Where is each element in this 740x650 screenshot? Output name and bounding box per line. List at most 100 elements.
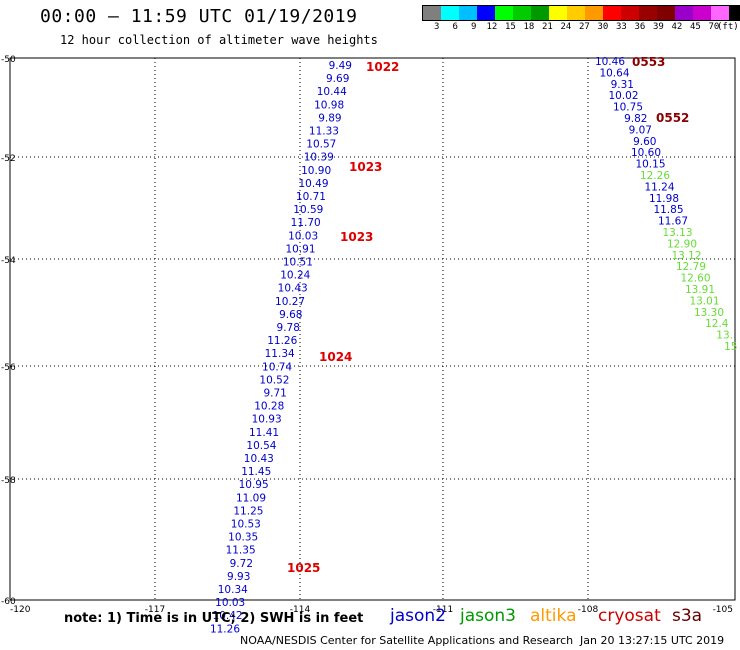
wave-height-value: 10.53 [231,519,261,531]
color-scale-label: 12 [486,22,498,32]
color-swatch [675,6,693,20]
wave-height-value: 13. [716,330,733,342]
wave-height-value: 9.93 [227,571,250,583]
pass-time-label: 0553 [632,55,665,69]
wave-height-value: 11.24 [644,181,674,193]
color-swatch [441,6,459,20]
wave-height-value: 9.69 [326,73,349,85]
wave-height-value: 10.42 [213,610,243,622]
wave-height-value: 12.79 [676,261,706,273]
footer-note: note: 1) Time is in UTC; 2) SWH is in fe… [64,611,364,626]
wave-height-value: 10.24 [280,270,310,282]
wave-height-value: 11.09 [236,492,266,504]
wave-height-value: 9.82 [624,113,647,125]
wave-height-value: 9.60 [633,136,656,148]
longitude-label: -117 [145,605,165,615]
color-scale-label: 39 [653,22,664,32]
color-swatch [459,6,477,20]
wave-height-value: 10.49 [298,178,328,190]
color-swatch [657,6,675,20]
latitude-label: -60 [1,597,16,607]
wave-height-value: 12.60 [680,273,710,285]
map-frame [9,57,736,601]
wave-height-value: 12.90 [667,238,697,250]
wave-height-value: 11.26 [267,335,297,347]
color-swatch [531,6,549,20]
pass-time-label: 1024 [319,350,352,364]
color-scale-label: 18 [523,22,535,32]
wave-height-value: 13.91 [685,284,715,296]
wave-height-value: 10.34 [218,584,248,596]
wave-height-value: 9.72 [230,558,253,570]
pass-time-label: 1025 [287,561,320,575]
color-swatch [585,6,603,20]
wave-height-value: 10.28 [254,401,284,413]
legend-s3a: s3a [672,606,703,626]
color-scale-label: 27 [579,22,590,32]
wave-height-value: 11.70 [291,217,321,229]
wave-height-value: 9.49 [329,60,352,72]
wave-height-value: 13.13 [662,227,692,239]
latitude-label: -52 [1,154,16,164]
wave-height-value: 10.44 [317,86,347,98]
pass-time-label: 1022 [366,60,399,74]
wave-height-value: 11.25 [233,505,263,517]
wave-height-value: 10.98 [314,99,344,111]
wave-height-value: 9.71 [263,388,286,400]
wave-height-value: 10.52 [259,374,289,386]
page-subtitle: 12 hour collection of altimeter wave hei… [60,33,378,47]
wave-height-value: 10.60 [631,147,661,159]
longitude-label: -108 [578,605,599,615]
pass-time-label: 0552 [656,111,689,125]
color-scale-label: 9 [471,22,477,32]
wave-height-value: 10.95 [239,479,269,491]
wave-height-value: 10.74 [262,361,292,373]
wave-height-value: 10.90 [301,165,331,177]
wave-height-value: 10.57 [306,139,336,151]
wave-height-value: 13.30 [694,307,724,319]
color-scale-label: 70 [708,22,720,32]
color-swatch [567,6,585,20]
wave-height-value: 10.91 [285,243,315,255]
color-scale-bar [422,5,740,21]
legend-jason3: jason3 [460,606,516,626]
credit-line: NOAA/NESDIS Center for Satellite Applica… [240,634,574,647]
wave-height-value: 10.64 [599,67,629,79]
color-swatch [711,6,729,20]
wave-height-value: 10.15 [635,159,665,171]
wave-height-value: 11.85 [653,204,683,216]
color-scale-label: 42 [671,22,683,32]
color-scale-label: 21 [542,22,553,32]
color-swatch [603,6,621,20]
latitude-label: -50 [1,55,16,65]
color-swatch [549,6,567,20]
wave-height-value: 9.31 [611,79,634,91]
pass-time-label: 1023 [340,230,373,244]
wave-height-value: 10.59 [293,204,323,216]
generated-timestamp: Jan 20 13:27:15 UTC 2019 [580,634,725,647]
wave-height-value: 9.07 [629,124,652,136]
wave-height-value: 10.46 [595,56,625,68]
wave-height-value: 11.33 [309,126,339,138]
wave-height-value: 15 [724,341,737,353]
color-scale-label: 36 [634,22,646,32]
color-scale-label: 30 [597,22,609,32]
wave-height-value: 10.75 [613,102,643,114]
wave-height-value: 10.54 [246,440,276,452]
color-swatch [639,6,657,20]
wave-height-value: 13.01 [689,295,719,307]
wave-height-value: 11.98 [649,193,679,205]
wave-height-value: 10.43 [244,453,274,465]
longitude-label: -111 [433,605,453,615]
latitude-label: -58 [1,476,16,486]
wave-height-value: 11.45 [241,466,271,478]
wave-height-value: 11.35 [226,545,256,557]
latitude-label: -56 [1,363,16,373]
color-scale-label: 33 [616,22,627,32]
wave-height-value: 10.03 [215,597,245,609]
longitude-label: -105 [713,605,733,615]
wave-height-value: 11.67 [658,216,688,228]
legend-altika: altika [530,606,577,626]
color-scale-label: 15 [505,22,516,32]
